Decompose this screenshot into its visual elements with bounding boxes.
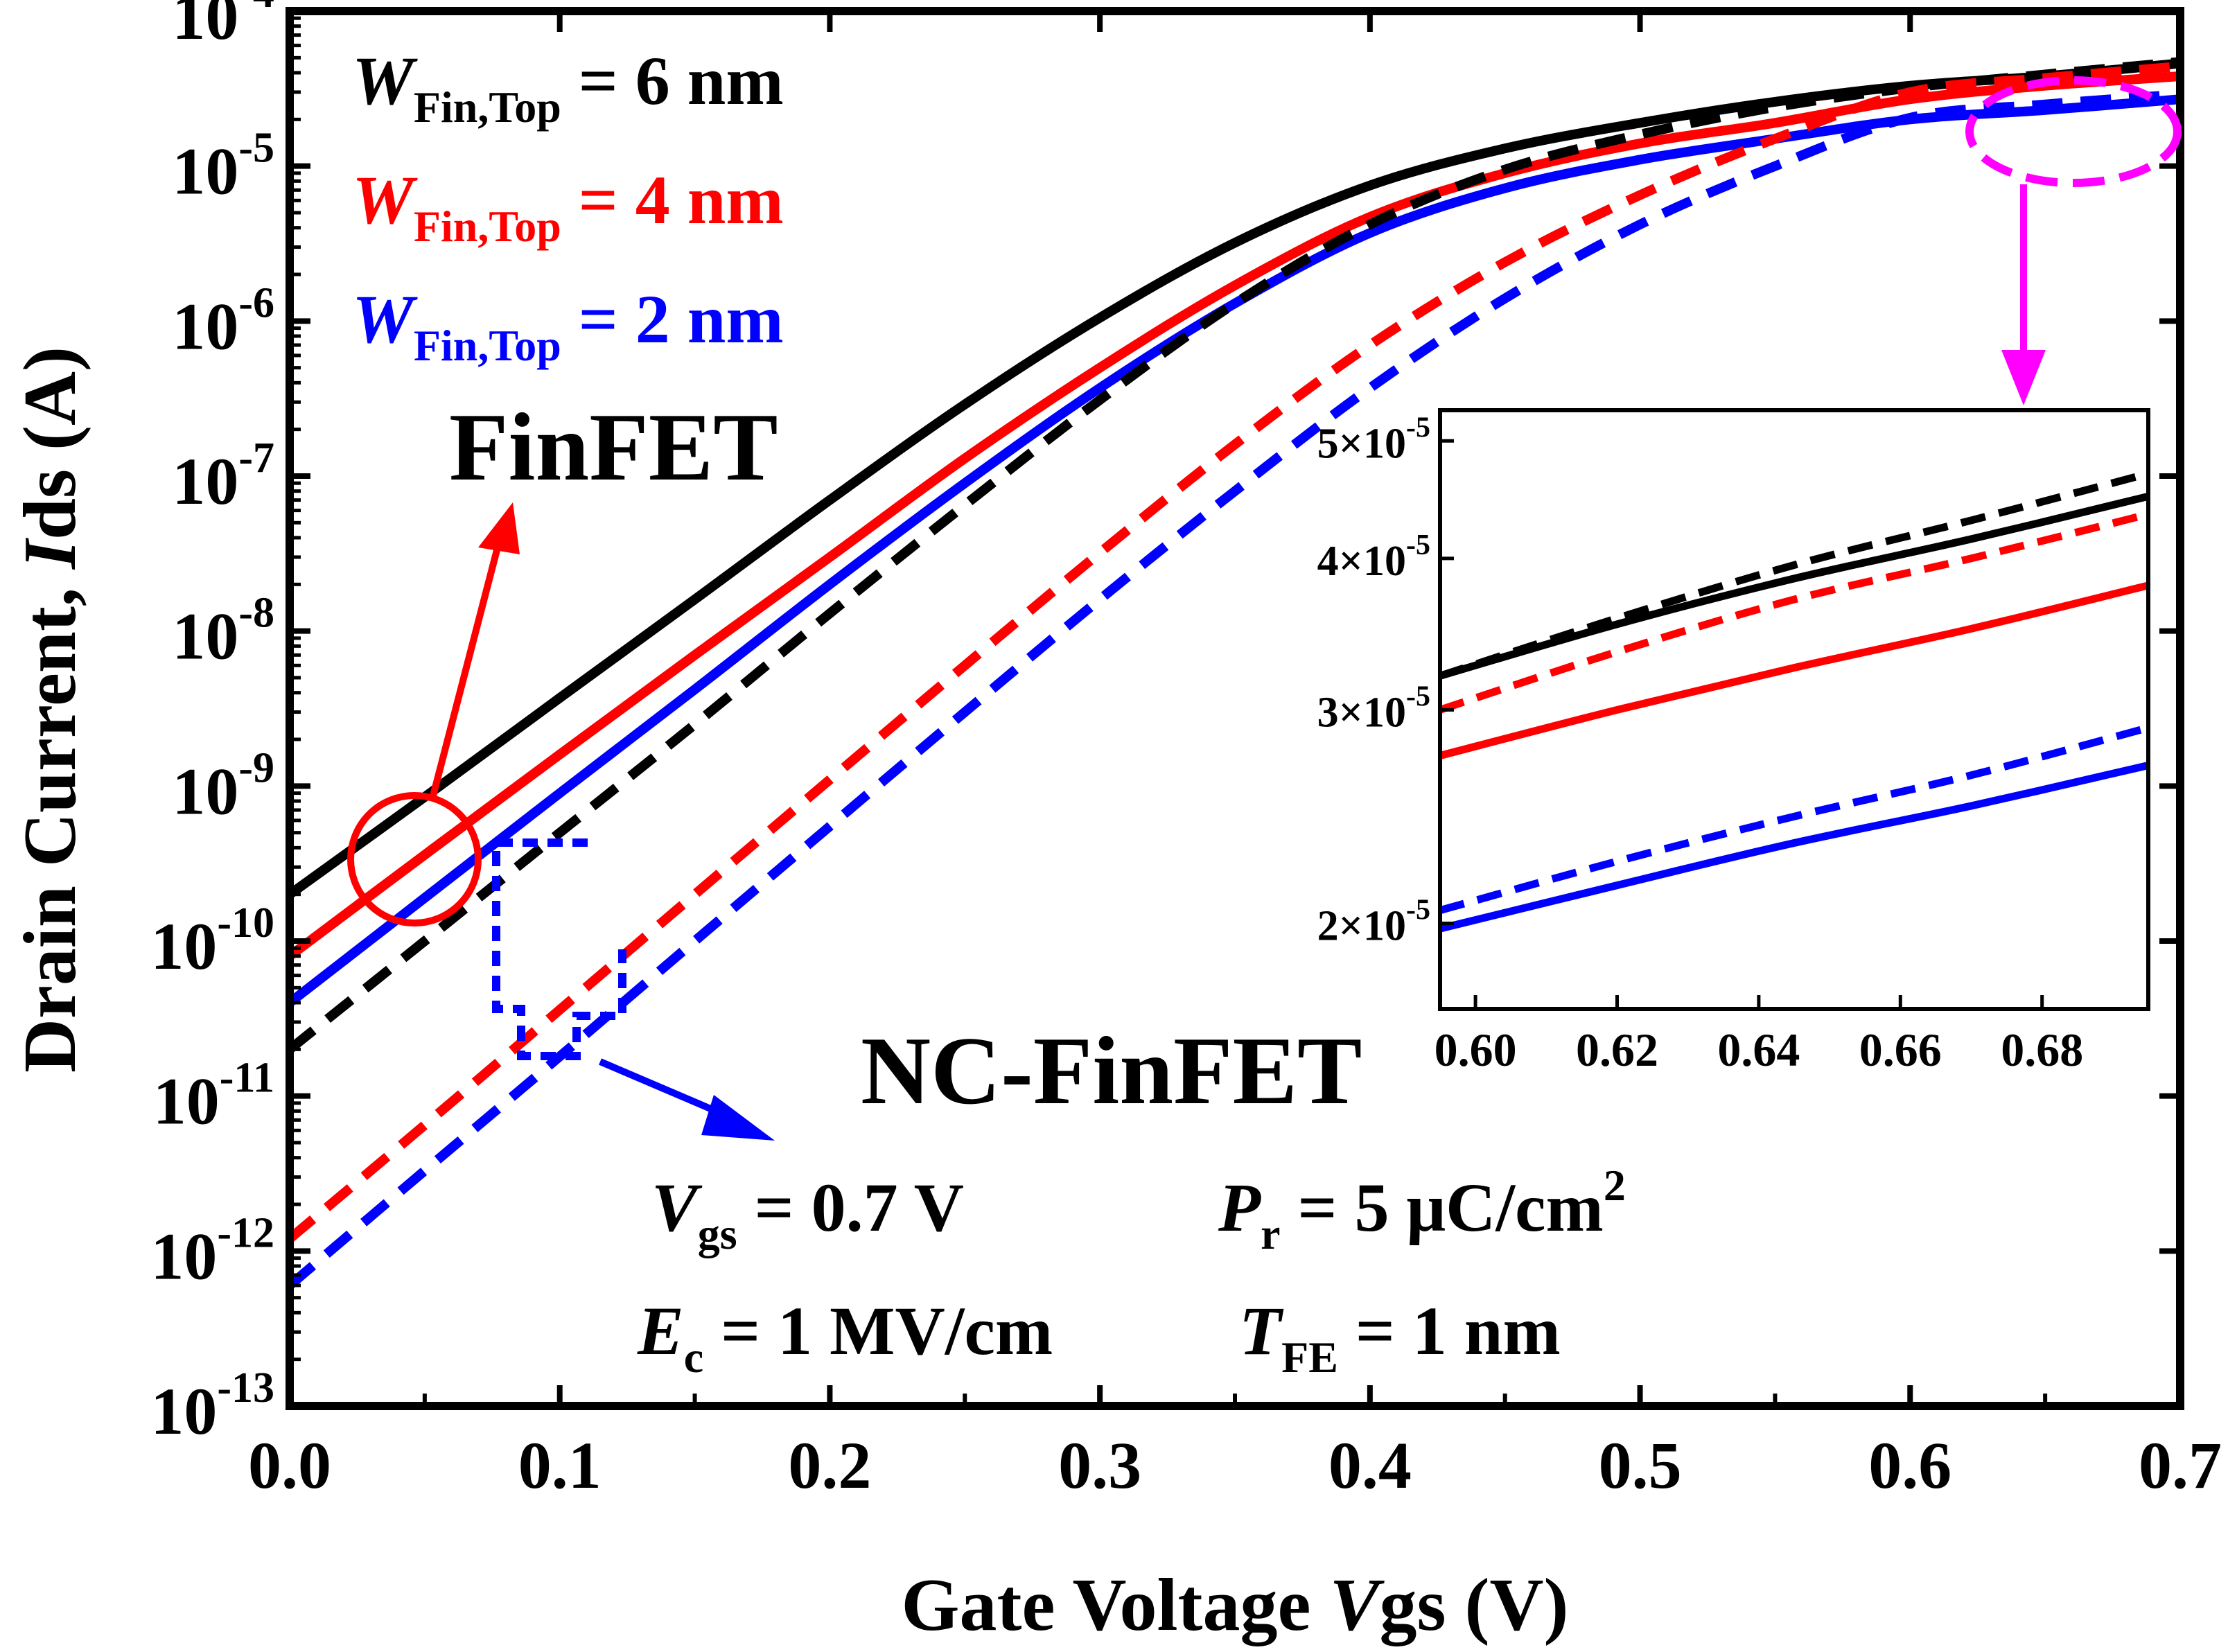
param-tfe: TFE = 1 nm	[1239, 1292, 1561, 1382]
inset-background	[1440, 410, 2148, 1009]
device-parameters: Vgs = 0.7 V Pr = 5 μC/cm2 Ec = 1 MV/cm T…	[637, 1161, 1626, 1382]
legend-4nm-value: = 4 nm	[561, 161, 784, 238]
inset-y-tick-label: 2×10-5	[1317, 895, 1430, 950]
param-pr-var: P	[1218, 1169, 1261, 1246]
param-pr-value: = 5 μC/cm	[1281, 1169, 1604, 1246]
x-axis-title-var: V	[1329, 1564, 1385, 1646]
y-tick-label: 10-10	[150, 899, 274, 983]
legend: WFin,Top = 6 nm WFin,Top = 4 nm WFin,Top…	[352, 42, 784, 370]
finfet-arrow-head	[478, 502, 520, 554]
param-pr: Pr = 5 μC/cm2	[1218, 1161, 1626, 1258]
inset-axis-ticks: 0.60 0.62 0.64 0.66 0.68 2×10-5 3×10-5 4×10-5 5×…	[1317, 412, 2084, 1076]
inset-x-tick-label: 0.60	[1435, 1023, 1517, 1076]
x-tick-label: 0.6	[1868, 1428, 1951, 1502]
main-axis-ticks: 0.0 0.1 0.2 0.3 0.4 0.5 0.6 0.7 10-13 10-12 10-11 1…	[150, 0, 2222, 1502]
param-vgs-value: = 0.7 V	[737, 1169, 964, 1246]
x-tick-label: 0.4	[1328, 1428, 1412, 1502]
param-tfe-value: = 1 nm	[1338, 1292, 1561, 1369]
legend-6nm-sub: Fin,Top	[414, 82, 561, 132]
y-tick-label: 10-4	[172, 0, 274, 53]
series-nc-finfet-4-nm	[286, 61, 2181, 1242]
series-finfet-4-nm	[286, 71, 2181, 960]
y-axis-title-var: I	[9, 537, 91, 570]
ncfinfet-bracket	[492, 838, 626, 1060]
param-vgs: Vgs = 0.7 V	[651, 1169, 964, 1258]
param-vgs-sub: gs	[698, 1209, 737, 1258]
inset-x-tick-label: 0.64	[1717, 1023, 1800, 1076]
legend-entry-6nm: WFin,Top = 6 nm	[352, 42, 784, 132]
zoom-arrow-head	[2001, 350, 2046, 405]
finfet-arrow-line	[429, 546, 501, 800]
inset-y-tick-label: 3×10-5	[1317, 680, 1430, 736]
series-nc-finfet-6-nm	[286, 57, 2181, 1053]
inset-y-tick-label: 4×10-5	[1317, 529, 1430, 585]
inset-series-finfet-4-nm	[1439, 581, 2150, 759]
x-tick-label: 0.2	[788, 1428, 871, 1502]
inset-series-nc-finfet-4-nm	[1439, 510, 2150, 714]
legend-entry-2nm: WFin,Top = 2 nm	[352, 281, 784, 370]
inset-x-tick-label: 0.68	[2001, 1023, 2083, 1076]
x-tick-label: 0.0	[248, 1428, 331, 1502]
legend-2nm-sub: Fin,Top	[414, 321, 561, 370]
y-tick-label: 10-12	[150, 1209, 274, 1293]
ncfinfet-arrow-head	[701, 1095, 775, 1141]
param-tfe-sub: FE	[1281, 1333, 1338, 1382]
y-tick-label: 10-9	[172, 744, 274, 828]
param-pr-sup: 2	[1604, 1161, 1626, 1210]
finfet-highlight-circle	[347, 792, 482, 926]
x-tick-label: 0.5	[1599, 1428, 1682, 1502]
y-axis-title: Drain Current, Ids (A)	[9, 346, 91, 1073]
param-ec-var: E	[637, 1292, 684, 1369]
y-axis-title-pre: Drain Current,	[9, 569, 91, 1073]
inset-series-finfet-2-nm	[1439, 762, 2150, 933]
inset-series-nc-finfet-2-nm	[1439, 723, 2150, 915]
param-ec: Ec = 1 MV/cm	[637, 1292, 1053, 1382]
x-tick-label: 0.7	[2139, 1428, 2222, 1502]
legend-2nm-var: W	[352, 281, 418, 358]
y-tick-label: 10-8	[172, 590, 274, 674]
zoom-region-marker	[1965, 76, 2182, 187]
legend-4nm-var: W	[352, 161, 418, 238]
inset-plot-curves	[1439, 469, 2150, 933]
x-tick-label: 0.3	[1058, 1428, 1141, 1502]
param-ec-sub: c	[684, 1333, 703, 1382]
inset-y-tick-label: 5×10-5	[1317, 412, 1430, 467]
x-axis-title-post: gs (V)	[1380, 1564, 1569, 1646]
param-pr-sub: r	[1261, 1209, 1280, 1258]
series-nc-finfet-2-nm	[286, 89, 2181, 1290]
param-tfe-var: T	[1239, 1292, 1284, 1369]
legend-4nm-sub: Fin,Top	[414, 202, 561, 251]
legend-6nm-var: W	[352, 42, 418, 119]
legend-6nm-value: = 6 nm	[561, 42, 784, 119]
param-vgs-var: V	[651, 1169, 703, 1246]
inset-x-tick-label: 0.66	[1859, 1023, 1942, 1076]
legend-2nm-value: = 2 nm	[561, 281, 784, 358]
x-tick-label: 0.1	[518, 1428, 602, 1502]
finfet-label: FinFET	[449, 394, 778, 501]
y-tick-label: 10-6	[172, 279, 274, 363]
y-axis-title-post: ds (A)	[9, 346, 91, 540]
param-ec-value: = 1 MV/cm	[703, 1292, 1053, 1369]
inset-series-finfet-6-nm	[1439, 492, 2150, 680]
y-tick-label: 10-5	[172, 125, 274, 209]
ncfinfet-arrow-line	[599, 1058, 725, 1118]
ncfinfet-label: NC-FinFET	[861, 1017, 1362, 1125]
y-tick-label: 10-7	[172, 434, 274, 518]
x-axis-title-pre: Gate Voltage	[902, 1564, 1330, 1646]
legend-entry-4nm: WFin,Top = 4 nm	[352, 161, 784, 251]
x-axis-title: Gate Voltage Vgs (V)	[902, 1564, 1569, 1646]
y-tick-label: 10-11	[153, 1055, 274, 1139]
inset-x-tick-label: 0.62	[1576, 1023, 1658, 1076]
y-tick-label: 10-13	[150, 1364, 274, 1448]
main-plot-curves	[286, 57, 2181, 1290]
